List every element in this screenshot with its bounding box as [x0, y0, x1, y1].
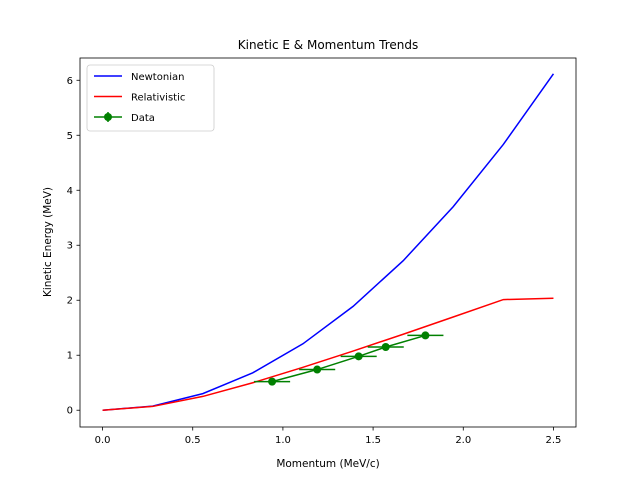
- x-axis-label: Momentum (MeV/c): [276, 458, 379, 470]
- x-tick-label: 2.5: [546, 435, 562, 446]
- x-axis: 0.0 0.5 1.0 1.5 2.0 2.5: [95, 427, 562, 446]
- x-tick-label: 0.5: [185, 435, 201, 446]
- legend-box: [86, 64, 215, 132]
- x-tick-label: 1.5: [365, 435, 381, 446]
- data-point: [313, 365, 322, 374]
- series-newtonian-line: [102, 73, 555, 411]
- y-tick-label: 3: [67, 241, 73, 252]
- data-point: [268, 377, 277, 386]
- y-axis: 0 1 2 3 4 5 6: [67, 76, 80, 417]
- axes-frame: [79, 57, 577, 428]
- legend-label-newtonian: Newtonian: [131, 72, 184, 83]
- y-tick-label: 2: [67, 296, 73, 307]
- y-axis-label: Kinetic Energy (MeV): [42, 187, 54, 297]
- y-tick-label: 1: [67, 351, 73, 362]
- legend: Newtonian Relativistic Data: [86, 64, 215, 132]
- legend-marker-data: [104, 113, 112, 121]
- x-tick-label: 2.0: [455, 435, 471, 446]
- data-point: [354, 352, 363, 361]
- plot-area: [102, 73, 555, 411]
- chart-title: Kinetic E & Momentum Trends: [238, 38, 419, 52]
- y-tick-label: 4: [67, 186, 73, 197]
- data-point: [381, 342, 390, 351]
- legend-label-relativistic: Relativistic: [131, 93, 185, 104]
- y-tick-label: 5: [67, 131, 73, 142]
- legend-label-data: Data: [131, 113, 155, 124]
- y-tick-label: 0: [67, 406, 73, 417]
- series-data-line: [271, 334, 426, 383]
- x-tick-label: 0.0: [95, 435, 111, 446]
- y-tick-label: 6: [67, 76, 73, 87]
- series-relativistic-line: [102, 297, 554, 411]
- x-tick-label: 1.0: [275, 435, 291, 446]
- data-point: [421, 331, 430, 340]
